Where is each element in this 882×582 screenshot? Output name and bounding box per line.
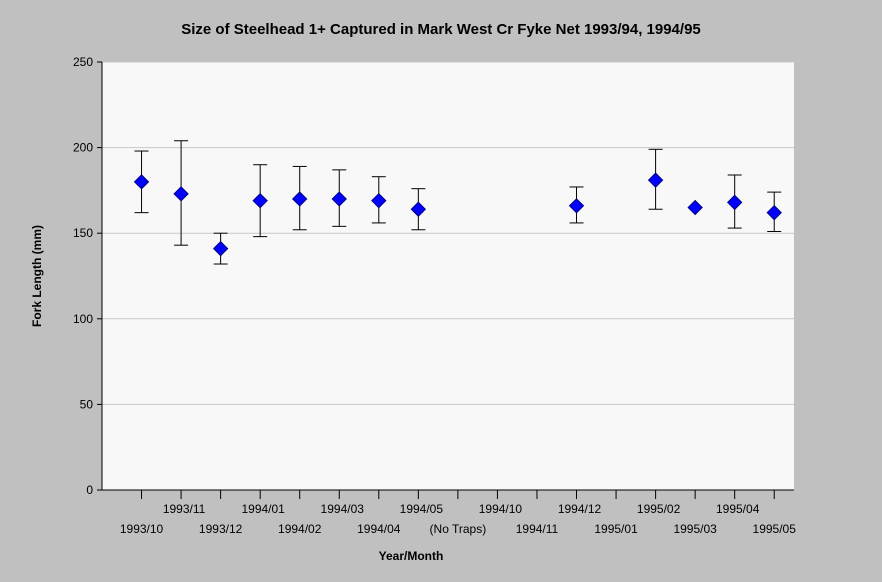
y-tick-label: 200 — [73, 141, 93, 155]
data-point — [173, 140, 189, 246]
x-tick-label: 1994/11 — [516, 522, 559, 536]
data-point — [212, 232, 229, 265]
x-tick-label: 1993/10 — [120, 522, 164, 536]
data-point — [133, 150, 150, 214]
diamond-marker — [371, 192, 387, 209]
x-tick-label: 1994/05 — [400, 502, 444, 516]
diamond-marker — [687, 199, 703, 216]
x-tick-label: (No Traps) — [430, 522, 487, 536]
x-tick-label: 1995/03 — [673, 522, 717, 536]
diamond-marker — [252, 192, 268, 209]
x-axis-title: Year/Month — [379, 549, 444, 563]
y-tick-label: 100 — [73, 312, 93, 326]
diamond-marker — [410, 201, 427, 217]
data-point — [331, 169, 347, 227]
data-point — [647, 148, 664, 210]
x-tick-label: 1994/12 — [558, 502, 602, 516]
diamond-marker — [292, 191, 308, 207]
x-tick-label: 1994/01 — [241, 502, 285, 516]
diamond-marker — [133, 174, 150, 190]
data-point — [687, 199, 703, 216]
x-tick-label: 1995/05 — [753, 522, 797, 536]
x-tick-label: 1993/12 — [199, 522, 243, 536]
x-tick-label: 1994/04 — [357, 522, 401, 536]
diamond-marker — [726, 194, 743, 211]
data-series — [133, 140, 782, 265]
x-tick-label: 1995/02 — [637, 502, 681, 516]
chart-title: Size of Steelhead 1+ Captured in Mark We… — [181, 21, 701, 38]
diamond-marker — [173, 186, 189, 202]
diamond-marker — [212, 240, 229, 257]
x-tick-label: 1994/03 — [321, 502, 365, 516]
y-axis-ticks: 0 50 100 150 200 250 — [73, 55, 102, 497]
x-tick-label: 1995/04 — [716, 502, 760, 516]
diamond-marker — [647, 172, 664, 188]
data-point — [410, 188, 427, 231]
diamond-marker — [568, 198, 585, 214]
data-point — [568, 186, 585, 224]
x-tick-label: 1994/02 — [278, 522, 322, 536]
y-tick-label: 150 — [73, 226, 93, 240]
data-point — [252, 164, 268, 238]
plot-area — [102, 62, 794, 490]
y-tick-label: 50 — [80, 397, 94, 411]
y-tick-label: 250 — [73, 55, 93, 69]
y-tick-label: 0 — [86, 483, 93, 497]
diamond-marker — [766, 204, 782, 221]
y-axis-title: Fork Length (mm) — [30, 225, 44, 327]
data-point — [371, 176, 387, 224]
x-tick-label: 1995/01 — [594, 522, 638, 536]
data-point — [726, 174, 743, 229]
axes — [101, 62, 794, 491]
x-tick-label: 1993/11 — [163, 502, 206, 516]
data-point — [292, 165, 308, 231]
x-tick-label: 1994/10 — [479, 502, 523, 516]
data-point — [766, 191, 782, 232]
x-axis-ticks: 1993/10 1993/11 1993/12 1994/01 1994/02 1994/… — [120, 490, 796, 536]
diamond-marker — [331, 191, 347, 207]
